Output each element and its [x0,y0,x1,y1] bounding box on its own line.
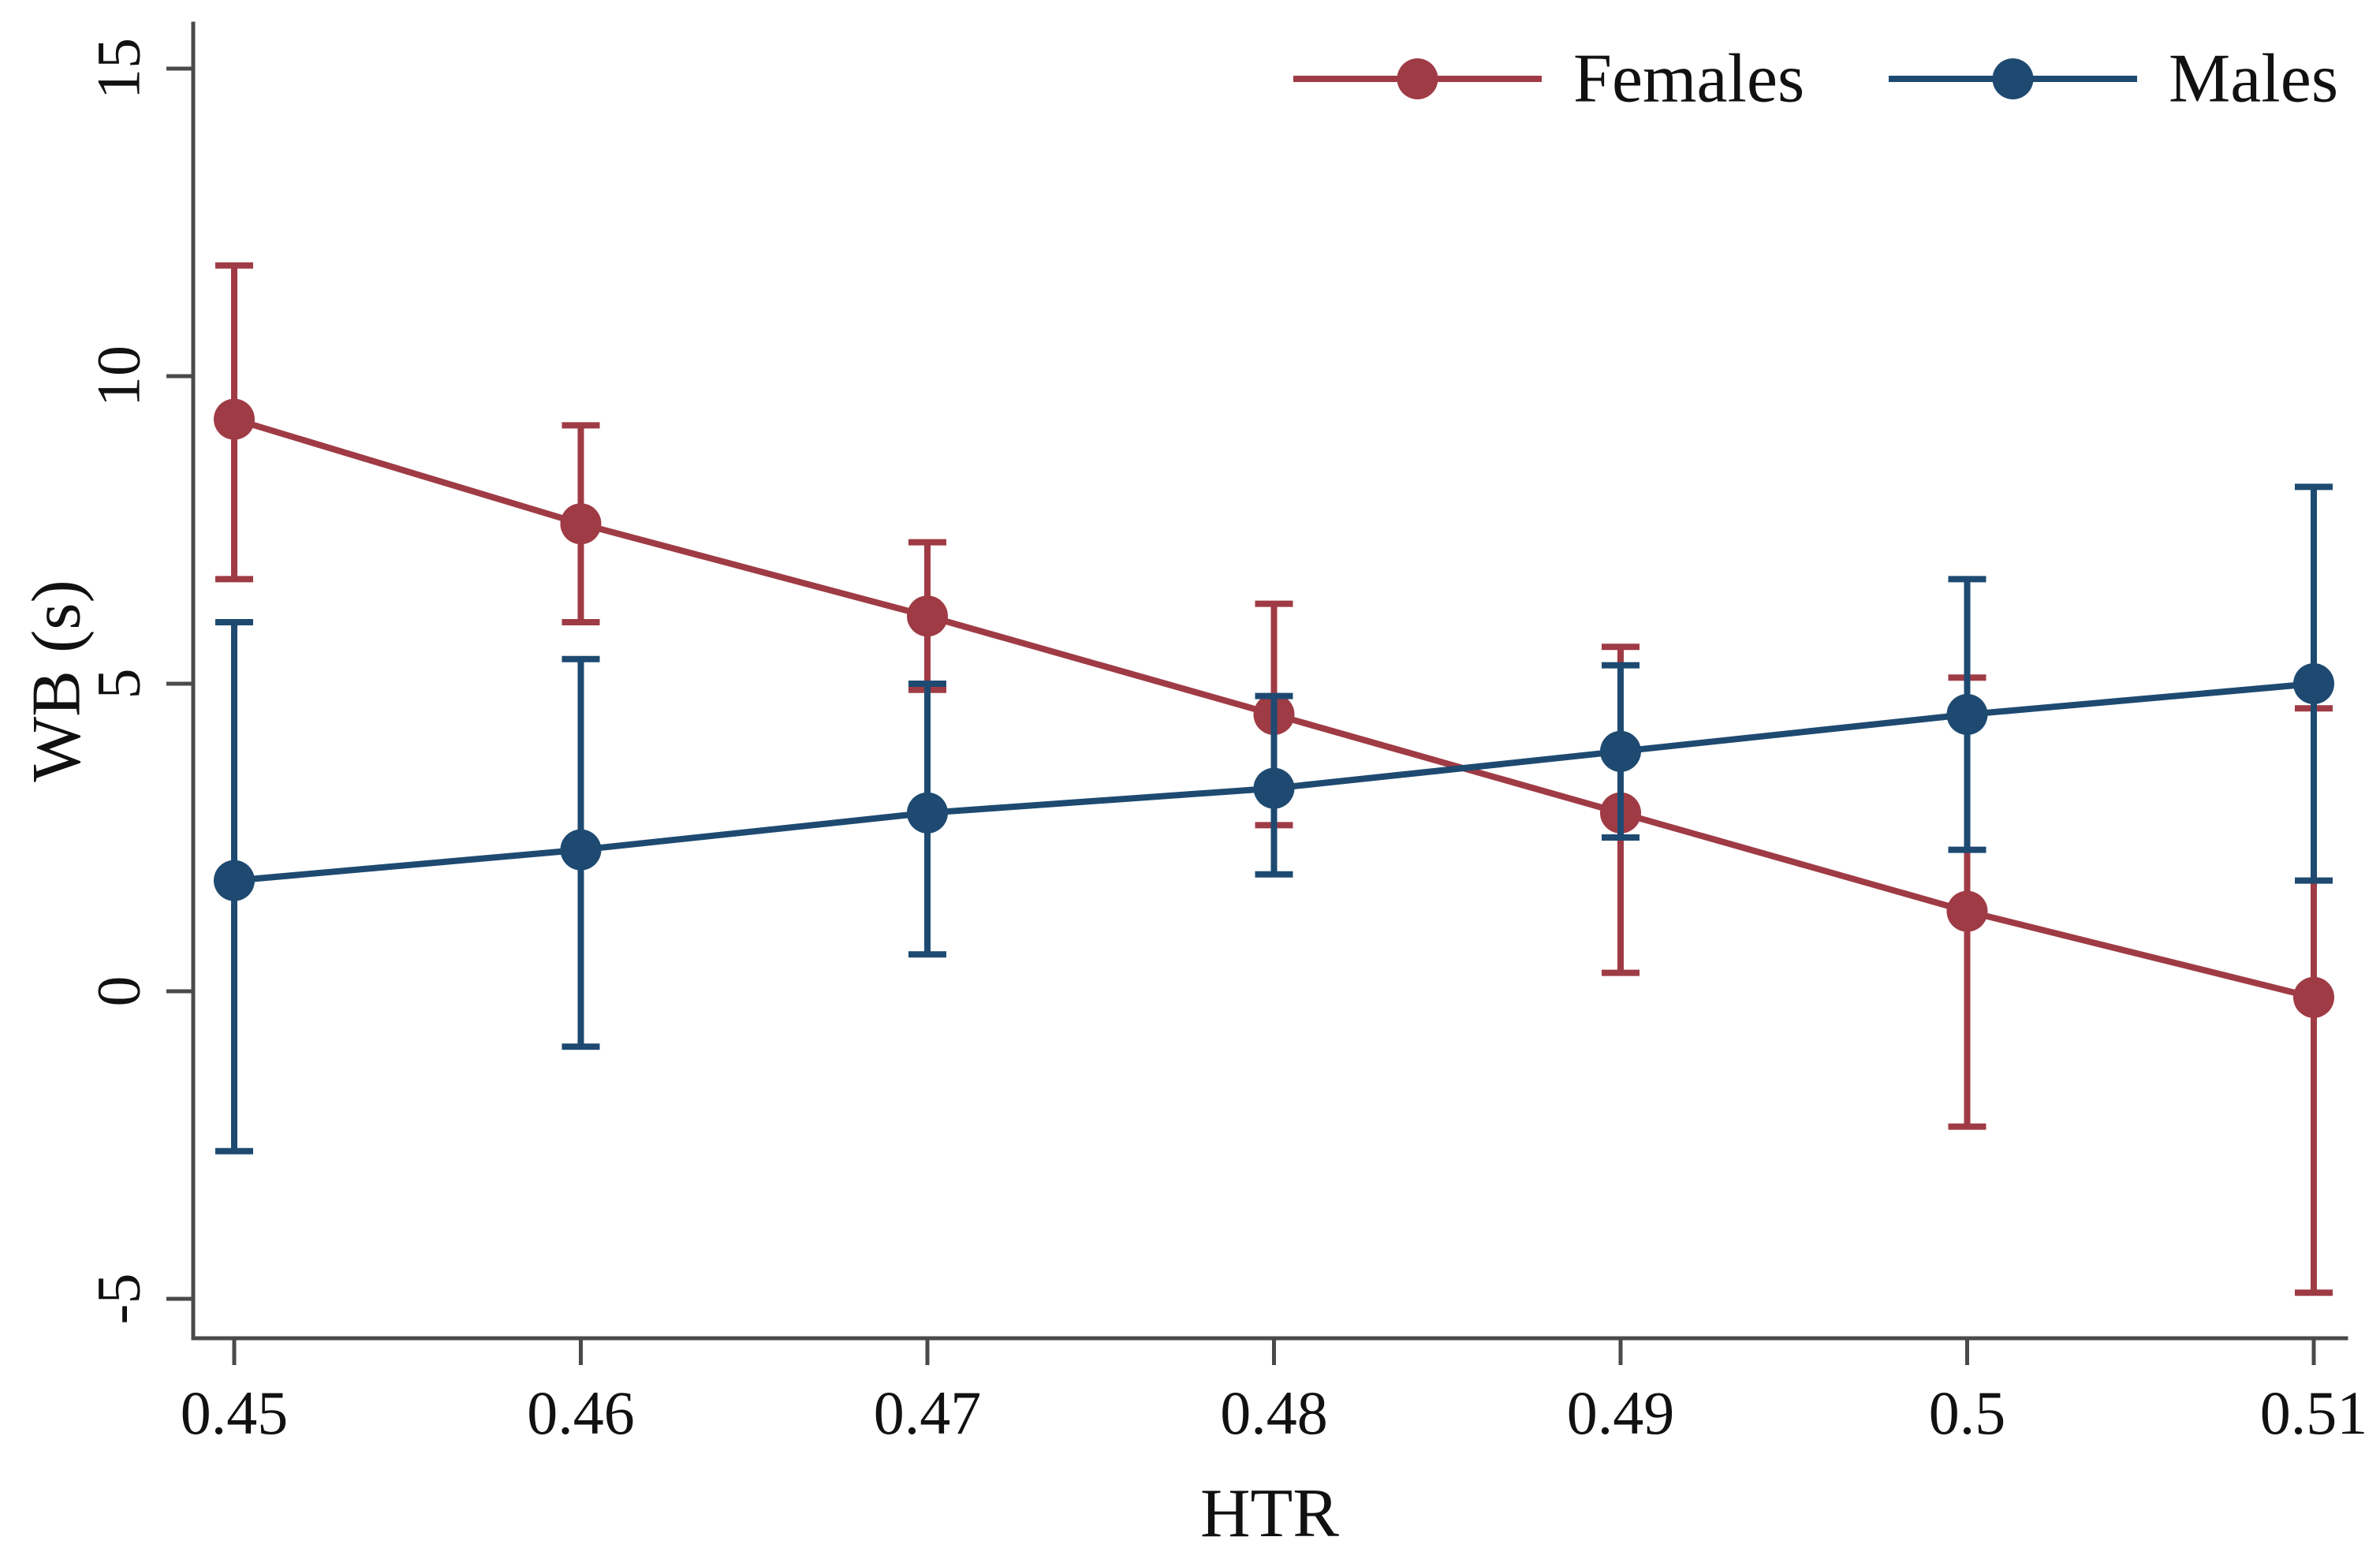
legend-swatch-marker [1992,58,2034,99]
data-point-marker [560,829,602,871]
y-axis-title: WB (s) [19,580,95,782]
y-axis-ticks: -5 0 5 10 15 [84,38,193,1325]
data-point-marker [907,595,948,637]
y-tick-label: 0 [84,976,153,1007]
data-point-marker [1946,890,1988,932]
data-point-marker [2293,976,2334,1018]
x-tick-label: 0.47 [874,1378,982,1447]
x-tick-label: 0.5 [1929,1378,2006,1447]
data-point-marker [2293,663,2334,704]
x-tick-label: 0.48 [1220,1378,1328,1447]
x-tick-label: 0.49 [1567,1378,1675,1447]
x-axis-ticks: 0.45 0.46 0.47 0.48 0.49 0.5 0.51 [181,1338,2368,1447]
data-point-marker [214,860,255,901]
legend-label: Males [2169,41,2338,118]
series-females [214,262,2334,1296]
x-tick-label: 0.51 [2260,1378,2368,1447]
data-point-marker [1600,730,1641,772]
y-tick-label: 10 [84,345,153,407]
legend: Females Males [1293,41,2338,118]
series-males [214,483,2334,1155]
data-point-marker [560,503,602,545]
axes [191,21,2348,1341]
y-tick-label: 5 [84,669,153,699]
x-tick-label: 0.45 [181,1378,289,1447]
data-point-marker [214,398,255,440]
y-tick-label: 15 [84,38,153,99]
x-tick-label: 0.46 [527,1378,635,1447]
legend-swatch-marker [1397,58,1438,99]
data-point-marker [907,792,948,834]
legend-label: Females [1573,41,1804,118]
y-tick-label: -5 [84,1274,153,1325]
x-axis-title: HTR [1200,1475,1339,1552]
data-point-marker [1946,694,1988,735]
data-point-marker [1253,767,1295,809]
